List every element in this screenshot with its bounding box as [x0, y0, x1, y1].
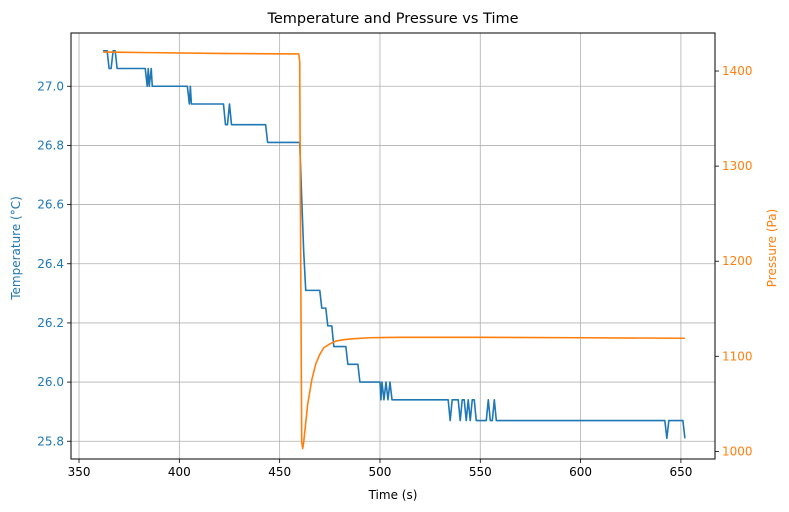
x-tick-label: 400 — [168, 465, 191, 479]
y-left-axis-title: Temperature (°C) — [9, 196, 23, 301]
y-right-tick-label: 1100 — [722, 349, 753, 363]
plot-frame — [70, 32, 716, 460]
y-left-tick-label: 26.8 — [37, 138, 64, 152]
temperature-series-line — [103, 49, 686, 440]
chart-title: Temperature and Pressure vs Time — [266, 11, 518, 27]
x-tick-label: 500 — [369, 465, 392, 479]
y-right-tick-label: 1000 — [722, 444, 753, 458]
y-left-tick-label: 26.6 — [37, 198, 64, 212]
x-tick-label: 550 — [469, 465, 492, 479]
y-left-tick-label: 26.2 — [37, 316, 64, 330]
y-left-tick-label: 25.8 — [37, 434, 64, 448]
x-tick-label: 650 — [669, 465, 692, 479]
y-left-tick-label: 26.4 — [37, 257, 64, 271]
y-right-tick-label: 1200 — [722, 254, 753, 268]
y-right-axis: 1000 1100 1200 1300 1400 — [715, 64, 753, 458]
series-layer — [103, 49, 686, 450]
y-left-tick-label: 27.0 — [37, 79, 64, 93]
x-tick-label: 350 — [68, 465, 91, 479]
y-right-axis-title: Pressure (Pa) — [765, 209, 779, 287]
y-left-tick-label: 26.0 — [37, 375, 64, 389]
x-tick-label: 600 — [569, 465, 592, 479]
x-axis: 350 400 450 500 550 600 650 — [68, 459, 692, 479]
x-axis-title: Time (s) — [368, 488, 418, 502]
y-left-axis: 25.8 26.0 26.2 26.4 26.6 26.8 27.0 — [37, 79, 71, 448]
y-right-tick-label: 1400 — [722, 64, 753, 78]
grid-lines — [71, 33, 715, 459]
pressure-series-line — [103, 51, 685, 450]
x-tick-label: 450 — [268, 465, 291, 479]
y-right-tick-label: 1300 — [722, 159, 753, 173]
